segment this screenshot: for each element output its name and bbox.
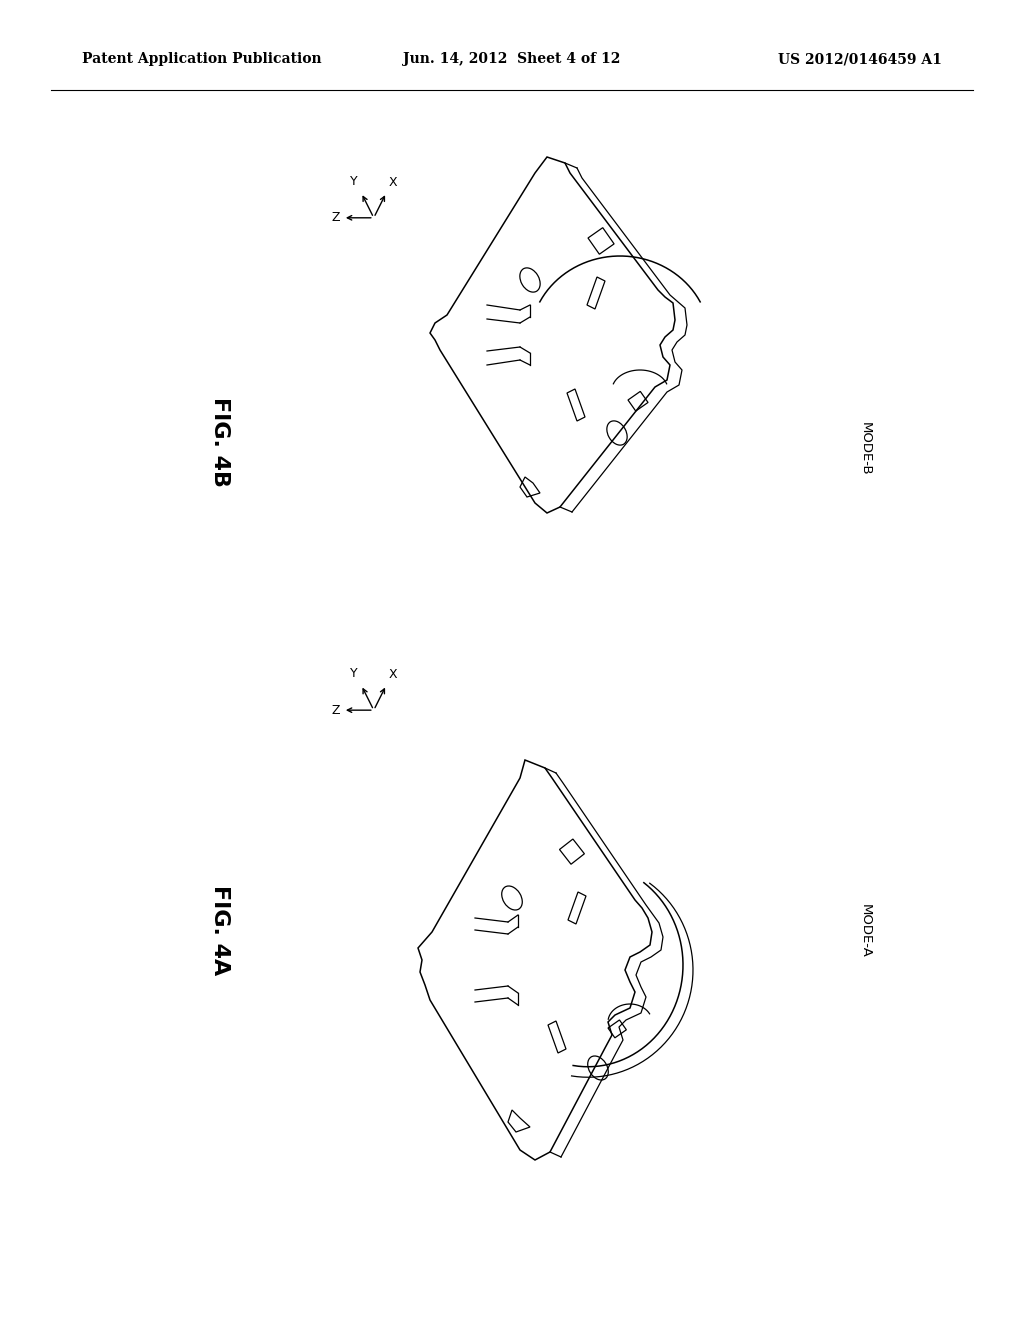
Text: Patent Application Publication: Patent Application Publication <box>82 53 322 66</box>
Bar <box>559 840 585 865</box>
Text: FIG. 4A: FIG. 4A <box>210 886 230 975</box>
Text: Jun. 14, 2012  Sheet 4 of 12: Jun. 14, 2012 Sheet 4 of 12 <box>403 53 621 66</box>
Text: MODE-B: MODE-B <box>859 422 871 475</box>
Text: X: X <box>388 176 397 189</box>
Bar <box>608 1020 627 1038</box>
Text: US 2012/0146459 A1: US 2012/0146459 A1 <box>778 53 942 66</box>
Text: MODE-A: MODE-A <box>859 904 871 957</box>
Bar <box>628 392 648 411</box>
Text: Y: Y <box>349 174 357 187</box>
Text: FIG. 4B: FIG. 4B <box>210 397 230 487</box>
Text: Z: Z <box>332 211 340 224</box>
Text: Y: Y <box>349 667 357 680</box>
Text: X: X <box>388 668 397 681</box>
Bar <box>588 227 614 255</box>
Text: Z: Z <box>332 704 340 717</box>
